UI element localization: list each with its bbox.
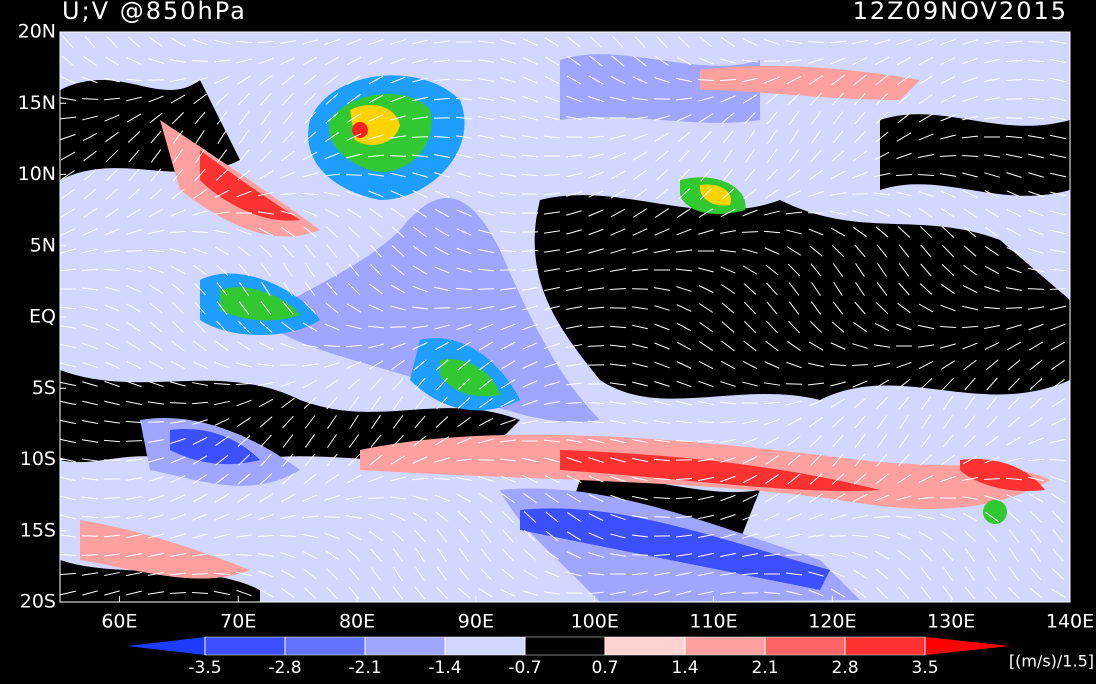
colorbar-bin (845, 637, 925, 655)
wind-arrow (808, 42, 824, 43)
wind-arrow (742, 232, 758, 233)
lon-label: 120E (808, 611, 856, 633)
wind-arrow (588, 346, 604, 347)
map-time: 12Z09NOV2015 (853, 0, 1068, 25)
colorbar-bin (765, 637, 845, 655)
lat-label: EQ (29, 306, 56, 328)
wind-arrow (984, 479, 1000, 480)
wind-arrow (390, 327, 406, 328)
lon-label: 60E (101, 611, 137, 633)
wind-arrow (632, 289, 648, 290)
lat-label: 5S (32, 377, 56, 399)
wind-arrow (808, 213, 824, 214)
lon-label: 90E (458, 611, 494, 633)
colorbar: -3.5 -2.8 -2.1 -1.4 -0.7 0.7 1.4 2.1 2.8 3.5 [(m/s… (127, 637, 1094, 678)
lon-label: 130E (927, 611, 975, 633)
field (60, 32, 1070, 602)
lon-label: 100E (571, 611, 619, 633)
wind-arrow (324, 517, 340, 518)
colorbar-bin (365, 637, 445, 655)
wind-arrow (82, 270, 98, 271)
colorbar-bin (445, 637, 525, 655)
wind-arrow (786, 555, 802, 556)
lat-label: 5N (30, 234, 56, 256)
colorbar-bin (605, 637, 685, 655)
colorbar-label: 2.8 (831, 658, 858, 678)
colorbar-label: -0.7 (508, 658, 541, 678)
colorbar-label: -1.4 (428, 658, 461, 678)
wind-arrow (698, 422, 714, 423)
colorbar-label: -2.8 (268, 658, 301, 678)
wind-arrow (148, 422, 164, 423)
lon-label: 80E (339, 611, 375, 633)
colorbar-bin (685, 637, 765, 655)
wind-arrow (148, 80, 164, 81)
wind-arrow (654, 517, 670, 518)
lat-label: 10S (20, 448, 56, 470)
wind-arrow (126, 251, 142, 252)
lat-label: 20S (20, 591, 56, 613)
lat-label: 10N (18, 163, 56, 185)
wind-arrow (170, 403, 186, 404)
lon-label: 70E (220, 611, 256, 633)
wind-arrow (1006, 308, 1022, 309)
colorbar-unit: [(m/s)/1.5] (1009, 652, 1094, 671)
lat-label: 15N (18, 92, 56, 114)
lat-label: 15S (20, 519, 56, 541)
colorbar-bin (525, 637, 605, 655)
lon-label: 110E (689, 611, 737, 633)
colorbar-label: 3.5 (911, 658, 938, 678)
colorbar-end (925, 637, 1010, 655)
colorbar-label: -3.5 (188, 658, 221, 678)
colorbar-label: -2.1 (348, 658, 381, 678)
colorbar-label: 2.1 (751, 658, 778, 678)
colorbar-bin (285, 637, 365, 655)
colorbar-end (127, 637, 205, 655)
colorbar-bin (205, 637, 285, 655)
wind-arrow (456, 80, 472, 81)
wind-arrow (126, 441, 142, 442)
map-title: U;V @850hPa (62, 0, 247, 25)
wind-arrow (676, 441, 692, 442)
colorbar-label: 0.7 (591, 658, 618, 678)
lon-label: 140E (1046, 611, 1094, 633)
colorbar-label: 1.4 (671, 658, 698, 678)
wind-arrow (104, 498, 120, 499)
lat-label: 20N (18, 21, 56, 43)
